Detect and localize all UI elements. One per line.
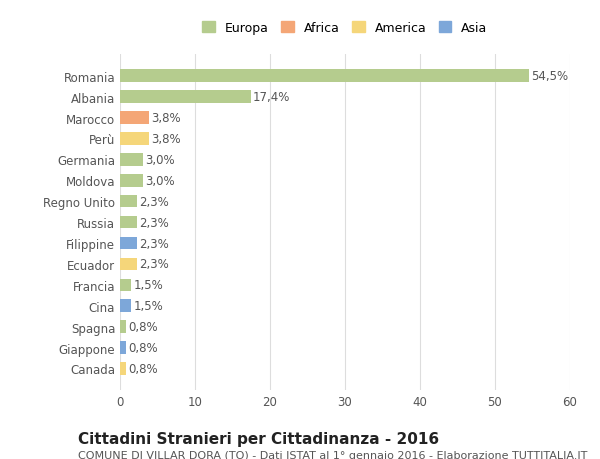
Text: Cittadini Stranieri per Cittadinanza - 2016: Cittadini Stranieri per Cittadinanza - 2… [78, 431, 439, 447]
Bar [120, 70, 529, 83]
Text: COMUNE DI VILLAR DORA (TO) - Dati ISTAT al 1° gennaio 2016 - Elaborazione TUTTIT: COMUNE DI VILLAR DORA (TO) - Dati ISTAT … [78, 450, 587, 459]
Bar [120, 279, 131, 291]
Text: 2,3%: 2,3% [139, 258, 169, 271]
Bar [120, 133, 149, 146]
Text: 2,3%: 2,3% [139, 195, 169, 208]
Bar [120, 112, 149, 124]
Bar [120, 196, 137, 208]
Bar [120, 216, 137, 229]
Legend: Europa, Africa, America, Asia: Europa, Africa, America, Asia [199, 18, 491, 38]
Text: 1,5%: 1,5% [133, 279, 163, 291]
Bar [120, 321, 126, 333]
Text: 0,8%: 0,8% [128, 341, 158, 354]
Text: 3,8%: 3,8% [151, 112, 181, 125]
Bar [120, 258, 137, 271]
Bar [120, 363, 126, 375]
Bar [120, 341, 126, 354]
Text: 1,5%: 1,5% [133, 300, 163, 313]
Bar [120, 300, 131, 312]
Text: 54,5%: 54,5% [531, 70, 568, 83]
Bar [120, 154, 143, 166]
Text: 0,8%: 0,8% [128, 362, 158, 375]
Text: 2,3%: 2,3% [139, 216, 169, 229]
Bar [120, 237, 137, 250]
Text: 2,3%: 2,3% [139, 237, 169, 250]
Text: 3,8%: 3,8% [151, 133, 181, 146]
Text: 3,0%: 3,0% [145, 154, 175, 167]
Text: 17,4%: 17,4% [253, 91, 290, 104]
Bar [120, 91, 251, 104]
Text: 0,8%: 0,8% [128, 320, 158, 333]
Text: 3,0%: 3,0% [145, 174, 175, 187]
Bar [120, 174, 143, 187]
